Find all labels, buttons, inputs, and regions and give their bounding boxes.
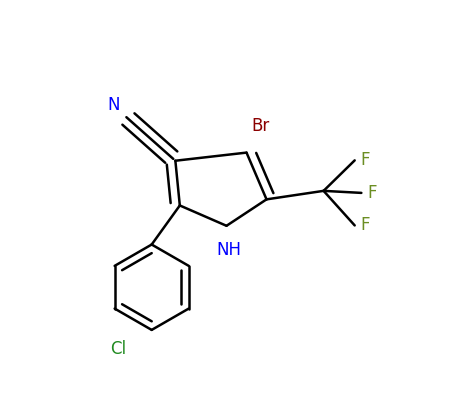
- Text: F: F: [360, 151, 370, 169]
- Text: Br: Br: [251, 117, 269, 135]
- Text: NH: NH: [216, 241, 241, 259]
- Text: F: F: [360, 217, 370, 234]
- Text: Cl: Cl: [110, 340, 126, 358]
- Text: F: F: [367, 184, 377, 202]
- Text: N: N: [107, 96, 120, 115]
